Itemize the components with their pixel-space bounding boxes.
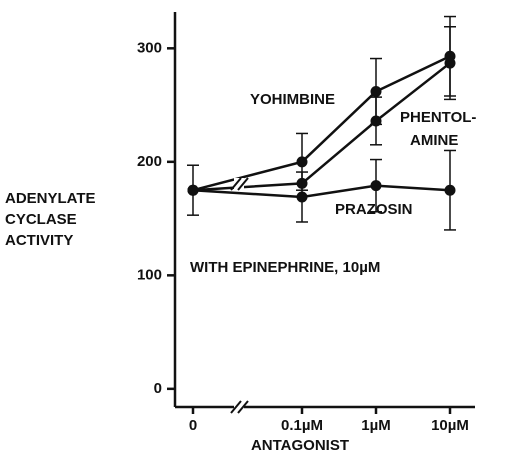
- axis-break: [230, 400, 242, 414]
- point: [370, 115, 382, 127]
- y-axis-label: ACTIVITY: [5, 232, 73, 249]
- y-tick-label: 200: [137, 153, 162, 170]
- y-tick-label: 100: [137, 266, 162, 283]
- series-line: [192, 62, 451, 192]
- point: [187, 184, 199, 196]
- x-tick-label: 0: [189, 417, 197, 434]
- axis-break: [230, 177, 242, 191]
- axis-break-gap: [234, 178, 244, 190]
- point: [444, 57, 456, 69]
- x-tick-label: 0.1µM: [281, 417, 323, 434]
- y-axis-label: CYCLASE: [5, 211, 77, 228]
- axis-break: [237, 400, 249, 414]
- y-axis-label: ADENYLATE: [5, 190, 96, 207]
- series-label: YOHIMBINE: [250, 91, 335, 108]
- point: [370, 85, 382, 97]
- series-label: PRAZOSIN: [335, 201, 413, 218]
- x-axis-label: ANTAGONIST: [251, 437, 349, 454]
- point: [296, 156, 308, 168]
- axis-break: [237, 177, 249, 191]
- y-tick-label: 0: [154, 380, 162, 397]
- series-line: [192, 184, 451, 199]
- annotation: WITH EPINEPHRINE, 10µM: [190, 259, 380, 276]
- axis-break-gap: [234, 401, 244, 413]
- series-label: PHENTOL-: [400, 109, 476, 126]
- point: [370, 180, 382, 192]
- y-tick-label: 300: [137, 39, 162, 56]
- series-label: AMINE: [410, 132, 458, 149]
- x-tick-label: 10µM: [431, 417, 469, 434]
- series-line: [192, 55, 451, 192]
- point: [296, 191, 308, 203]
- x-tick-label: 1µM: [361, 417, 390, 434]
- point: [444, 184, 456, 196]
